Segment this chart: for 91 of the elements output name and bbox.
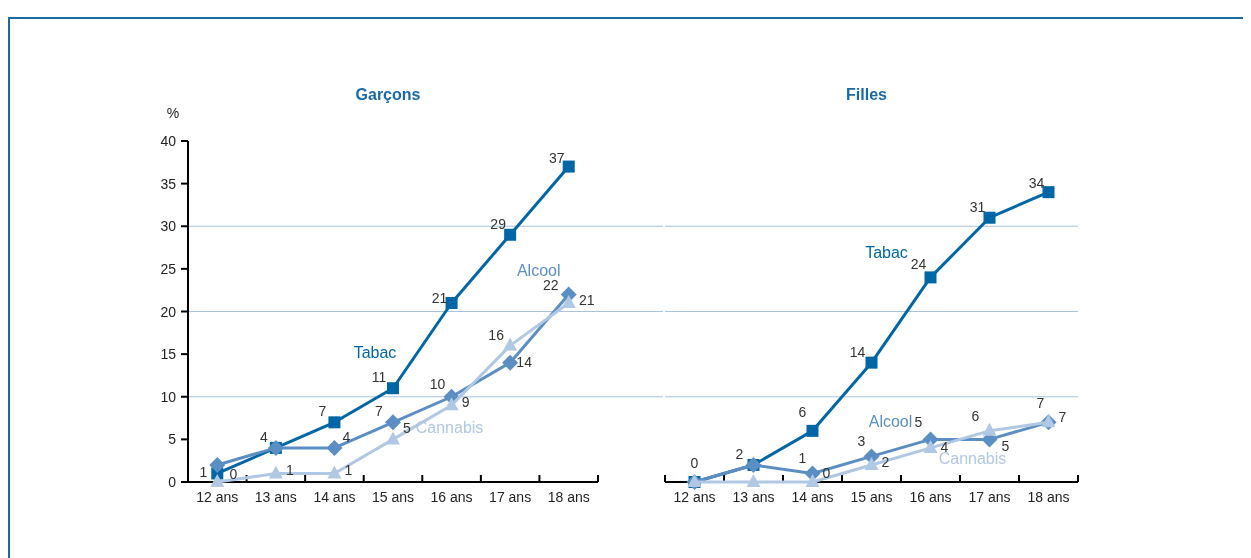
data-label: 2 [881, 453, 890, 470]
x-tick-label: 18 ans [1027, 489, 1070, 505]
point [923, 439, 938, 453]
point [385, 414, 401, 431]
point [386, 431, 400, 445]
data-label: 21 [578, 291, 595, 308]
data-label: 1 [285, 462, 294, 479]
x-tick-label: 18 ans [547, 489, 590, 505]
point [562, 160, 575, 173]
y-axis-title: % [166, 105, 180, 121]
data-label: 24 [910, 256, 927, 273]
x-tick-label: 16 ans [909, 489, 952, 505]
point [444, 397, 459, 411]
x-tick-label: 15 ans [850, 489, 893, 505]
data-label: 1 [344, 462, 353, 479]
y-tick-label: 15 [160, 346, 177, 363]
point [327, 465, 342, 479]
x-tick-label: 12 ans [196, 489, 239, 505]
point [1042, 186, 1055, 199]
data-label: 7 [1058, 409, 1067, 426]
x-tick-label: 17 ans [489, 489, 532, 505]
data-label: 5 [403, 420, 412, 437]
data-label: 5 [914, 414, 923, 431]
series-label: Alcool [868, 413, 913, 431]
chart-title: Filles [846, 86, 888, 103]
data-label: 0 [229, 466, 238, 482]
series-label: Tabac [353, 344, 397, 362]
data-label: 29 [490, 215, 507, 232]
data-label: 10 [429, 375, 446, 392]
point [746, 474, 761, 487]
data-label: 37 [548, 149, 565, 166]
x-tick-label: 12 ans [673, 489, 716, 505]
chart-title: Garçons [355, 86, 421, 103]
data-label: 4 [259, 428, 268, 445]
data-label: 21 [431, 289, 448, 306]
data-label: 0 [690, 455, 699, 471]
x-tick-label: 16 ans [430, 489, 473, 505]
data-label: 5 [1001, 438, 1010, 455]
x-tick-label: 15 ans [371, 489, 415, 505]
data-label: 9 [461, 394, 470, 411]
point [445, 296, 458, 309]
point [328, 416, 341, 429]
data-label: 1 [798, 450, 807, 467]
series-label: Tabac [865, 243, 908, 261]
point [503, 337, 518, 351]
point [806, 424, 819, 437]
point [268, 465, 283, 479]
x-tick-label: 17 ans [968, 489, 1011, 505]
y-tick-label: 30 [160, 218, 177, 235]
point [561, 294, 576, 308]
data-label: 6 [971, 407, 980, 424]
point [387, 382, 399, 395]
y-tick-label: 35 [160, 175, 177, 192]
data-label: 7 [375, 403, 384, 420]
point [864, 456, 879, 470]
point [504, 228, 517, 241]
data-label: 2 [735, 445, 744, 462]
data-label: 31 [969, 198, 986, 215]
data-label: 4 [342, 428, 351, 445]
data-label: 7 [318, 403, 327, 420]
data-label: 34 [1028, 175, 1045, 192]
point [924, 271, 937, 284]
x-tick-label: 14 ans [791, 489, 834, 505]
y-tick-label: 10 [160, 388, 177, 405]
point [982, 422, 997, 436]
series-label: Cannabis [415, 419, 484, 437]
data-label: 14 [516, 353, 533, 370]
data-label: 11 [371, 369, 387, 386]
data-label: 7 [1036, 395, 1045, 412]
point [209, 456, 226, 473]
data-label: 14 [849, 343, 866, 360]
data-label: 3 [857, 433, 866, 450]
y-tick-label: 5 [168, 431, 177, 448]
y-tick-label: 40 [160, 133, 177, 149]
x-tick-label: 13 ans [254, 489, 297, 505]
y-tick-label: 25 [160, 260, 177, 277]
point [502, 354, 519, 371]
y-tick-label: 20 [160, 303, 177, 320]
point [210, 474, 225, 487]
point [805, 474, 820, 487]
point [865, 356, 878, 369]
series-label: Alcool [516, 262, 561, 280]
data-label: 6 [798, 403, 807, 420]
point [326, 439, 343, 456]
point [983, 211, 996, 224]
y-tick-label: 0 [168, 474, 177, 490]
x-tick-label: 13 ans [732, 489, 775, 505]
x-tick-label: 14 ans [313, 489, 356, 505]
data-label: 16 [488, 326, 505, 343]
data-label: 1 [199, 464, 208, 481]
data-label: 22 [542, 277, 559, 294]
